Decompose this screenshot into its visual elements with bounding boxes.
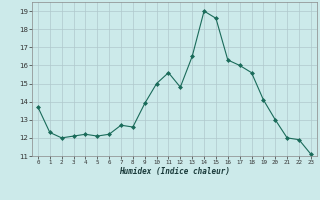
X-axis label: Humidex (Indice chaleur): Humidex (Indice chaleur) — [119, 167, 230, 176]
